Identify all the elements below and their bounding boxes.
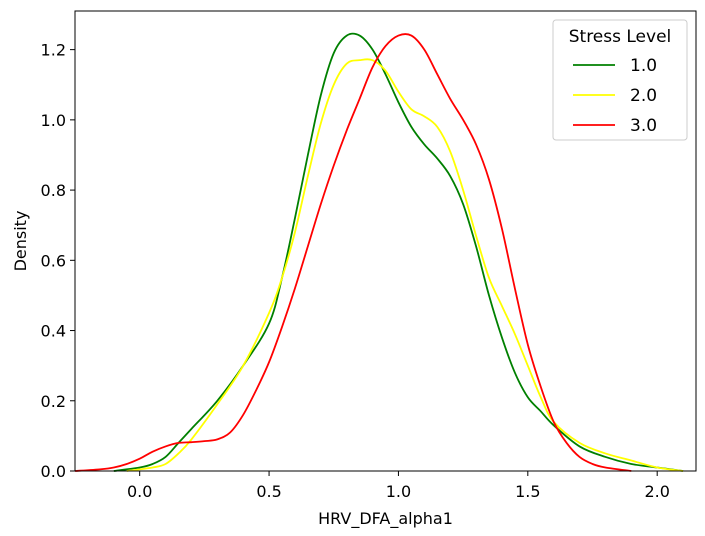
series-line-2 (74, 33, 632, 472)
legend-label-1: 2.0 (630, 86, 657, 106)
y-axis-ticks: 0.0 0.2 0.4 0.6 0.8 1.0 1.2 (41, 41, 75, 481)
legend-title: Stress Level (569, 27, 672, 47)
y-tick-label: 0.0 (41, 462, 66, 481)
legend-items: 1.0 2.0 3.0 (573, 56, 657, 136)
legend-label-0: 1.0 (630, 56, 657, 76)
x-tick-label: 1.5 (515, 482, 540, 501)
x-tick-label: 0.5 (256, 482, 281, 501)
plot-content (74, 32, 684, 472)
y-tick-label: 0.2 (41, 392, 66, 411)
y-tick-label: 1.0 (41, 111, 66, 130)
legend-box (552, 19, 688, 141)
x-axis-label: HRV_DFA_alpha1 (318, 509, 453, 529)
y-tick-label: 0.8 (41, 181, 66, 200)
y-tick-label: 0.6 (41, 251, 66, 270)
legend-label-2: 3.0 (630, 116, 657, 136)
series-line-1 (126, 58, 684, 472)
y-tick-label: 1.2 (41, 41, 66, 60)
x-tick-label: 0.0 (127, 482, 152, 501)
x-axis-ticks: 0.0 0.5 1.0 1.5 2.0 (127, 471, 670, 501)
series-line-0 (113, 32, 684, 472)
legend: Stress Level 1.0 2.0 3.0 (552, 19, 688, 141)
y-tick-label: 0.4 (41, 322, 66, 341)
x-tick-label: 1.0 (386, 482, 411, 501)
plot-frame (74, 10, 697, 472)
x-tick-label: 2.0 (644, 482, 669, 501)
y-axis-label: Density (11, 211, 30, 272)
